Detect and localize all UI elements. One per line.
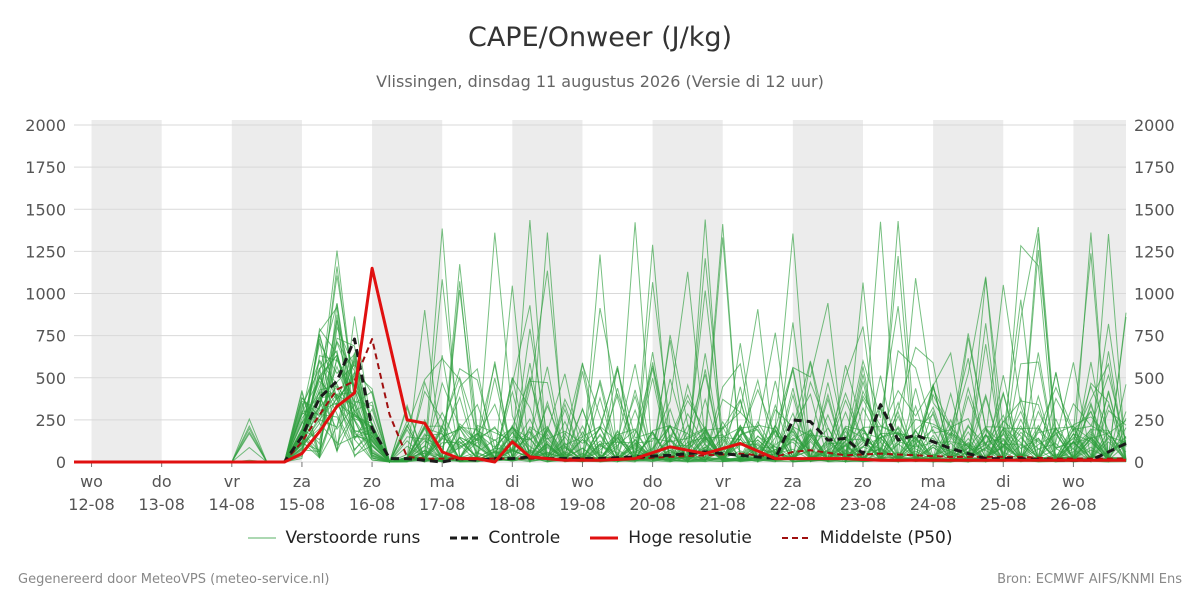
perturbed-run-31 — [74, 362, 1127, 463]
shade-band-6 — [933, 120, 1004, 462]
legend-swatch-perturbed — [247, 537, 276, 539]
x-tick-day-10: za — [784, 472, 802, 491]
legend-label-hires: Hoge resolutie — [628, 528, 752, 548]
y-tick-right-1000: 1000 — [1134, 285, 1175, 304]
x-tick-date-9: 21-08 — [699, 495, 746, 514]
x-tick-day-8: do — [643, 472, 663, 491]
x-tick-day-6: di — [505, 472, 520, 491]
y-tick-left-750: 750 — [35, 327, 66, 346]
shade-band-1 — [231, 120, 302, 462]
series-line-hires — [74, 266, 1126, 464]
x-tick-day-14: wo — [1062, 472, 1085, 491]
y-tick-right-250: 250 — [1134, 411, 1165, 430]
x-tick-date-1: 13-08 — [138, 495, 185, 514]
chart-legend: Verstoorde runs Controle Hoge resolutie … — [0, 528, 1200, 548]
x-tick-date-6: 18-08 — [489, 495, 536, 514]
x-tick-date-2: 14-08 — [209, 495, 256, 514]
chart-title: CAPE/Onweer (J/kg) — [467, 22, 732, 53]
y-tick-right-0: 0 — [1134, 453, 1144, 472]
x-tick-day-1: do — [152, 472, 172, 491]
y-tick-left-500: 500 — [35, 369, 66, 388]
x-tick-day-5: ma — [430, 472, 455, 491]
shade-band-0 — [91, 120, 162, 462]
x-tick-day-4: zo — [363, 472, 381, 491]
legend-label-p50: Middelste (P50) — [819, 528, 953, 548]
x-tick-labels: wo 12-08 do 13-08 vr 14-08 za 15-08 zo 16-08 ma 17-… — [68, 462, 1097, 514]
legend-label-perturbed: Verstoorde runs — [285, 528, 421, 548]
y-tick-right-2000: 2000 — [1134, 116, 1175, 135]
y-tick-right-1500: 1500 — [1134, 200, 1175, 219]
x-tick-date-11: 23-08 — [840, 495, 887, 514]
y-tick-left-2000: 2000 — [25, 116, 66, 135]
main-series — [74, 266, 1127, 464]
x-tick-date-12: 24-08 — [910, 495, 957, 514]
legend-item-hires[interactable]: Hoge resolutie — [590, 528, 752, 548]
y-tick-left-250: 250 — [35, 411, 66, 430]
y-tick-left-1750: 1750 — [25, 158, 66, 177]
x-tick-day-3: za — [293, 472, 311, 491]
legend-item-control[interactable]: Controle — [450, 528, 560, 548]
y-tick-labels: 0 0 250 250 500 500 750 750 1000 1000 1250 1250 1500… — [25, 116, 1174, 472]
legend-swatch-hires — [590, 536, 619, 540]
y-tick-right-500: 500 — [1134, 369, 1165, 388]
x-tick-day-9: vr — [715, 472, 731, 491]
y-tick-right-1250: 1250 — [1134, 242, 1175, 261]
y-tick-left-0: 0 — [56, 453, 66, 472]
x-tick-date-7: 19-08 — [559, 495, 606, 514]
legend-label-control: Controle — [488, 528, 561, 548]
y-tick-left-1500: 1500 — [25, 200, 66, 219]
x-tick-date-13: 25-08 — [980, 495, 1027, 514]
footer-source: Bron: ECMWF AIFS/KNMI Ens — [997, 572, 1182, 587]
x-tick-day-7: wo — [571, 472, 594, 491]
x-tick-date-3: 15-08 — [279, 495, 326, 514]
x-tick-date-5: 17-08 — [419, 495, 466, 514]
x-tick-day-0: wo — [80, 472, 103, 491]
x-tick-date-14: 26-08 — [1050, 495, 1097, 514]
chart-subtitle: Vlissingen, dinsdag 11 augustus 2026 (Ve… — [376, 72, 824, 91]
legend-item-p50[interactable]: Middelste (P50) — [781, 528, 953, 548]
legend-swatch-control — [450, 536, 479, 540]
y-tick-right-1750: 1750 — [1134, 158, 1175, 177]
y-tick-right-750: 750 — [1134, 327, 1165, 346]
y-tick-left-1000: 1000 — [25, 285, 66, 304]
x-tick-date-0: 12-08 — [68, 495, 115, 514]
footer-generated-by: Gegenereerd door MeteoVPS (meteo-service… — [18, 572, 330, 587]
x-tick-day-2: vr — [224, 472, 240, 491]
shade-band-2 — [372, 120, 443, 462]
x-tick-day-13: di — [996, 472, 1011, 491]
y-tick-left-1250: 1250 — [25, 242, 66, 261]
x-tick-day-12: ma — [920, 472, 945, 491]
legend-swatch-p50 — [781, 537, 810, 539]
legend-item-perturbed[interactable]: Verstoorde runs — [247, 528, 421, 548]
x-tick-date-4: 16-08 — [349, 495, 396, 514]
weekend-shading — [91, 120, 1126, 462]
x-tick-date-8: 20-08 — [629, 495, 676, 514]
x-tick-day-11: zo — [854, 472, 872, 491]
x-tick-date-10: 22-08 — [770, 495, 817, 514]
